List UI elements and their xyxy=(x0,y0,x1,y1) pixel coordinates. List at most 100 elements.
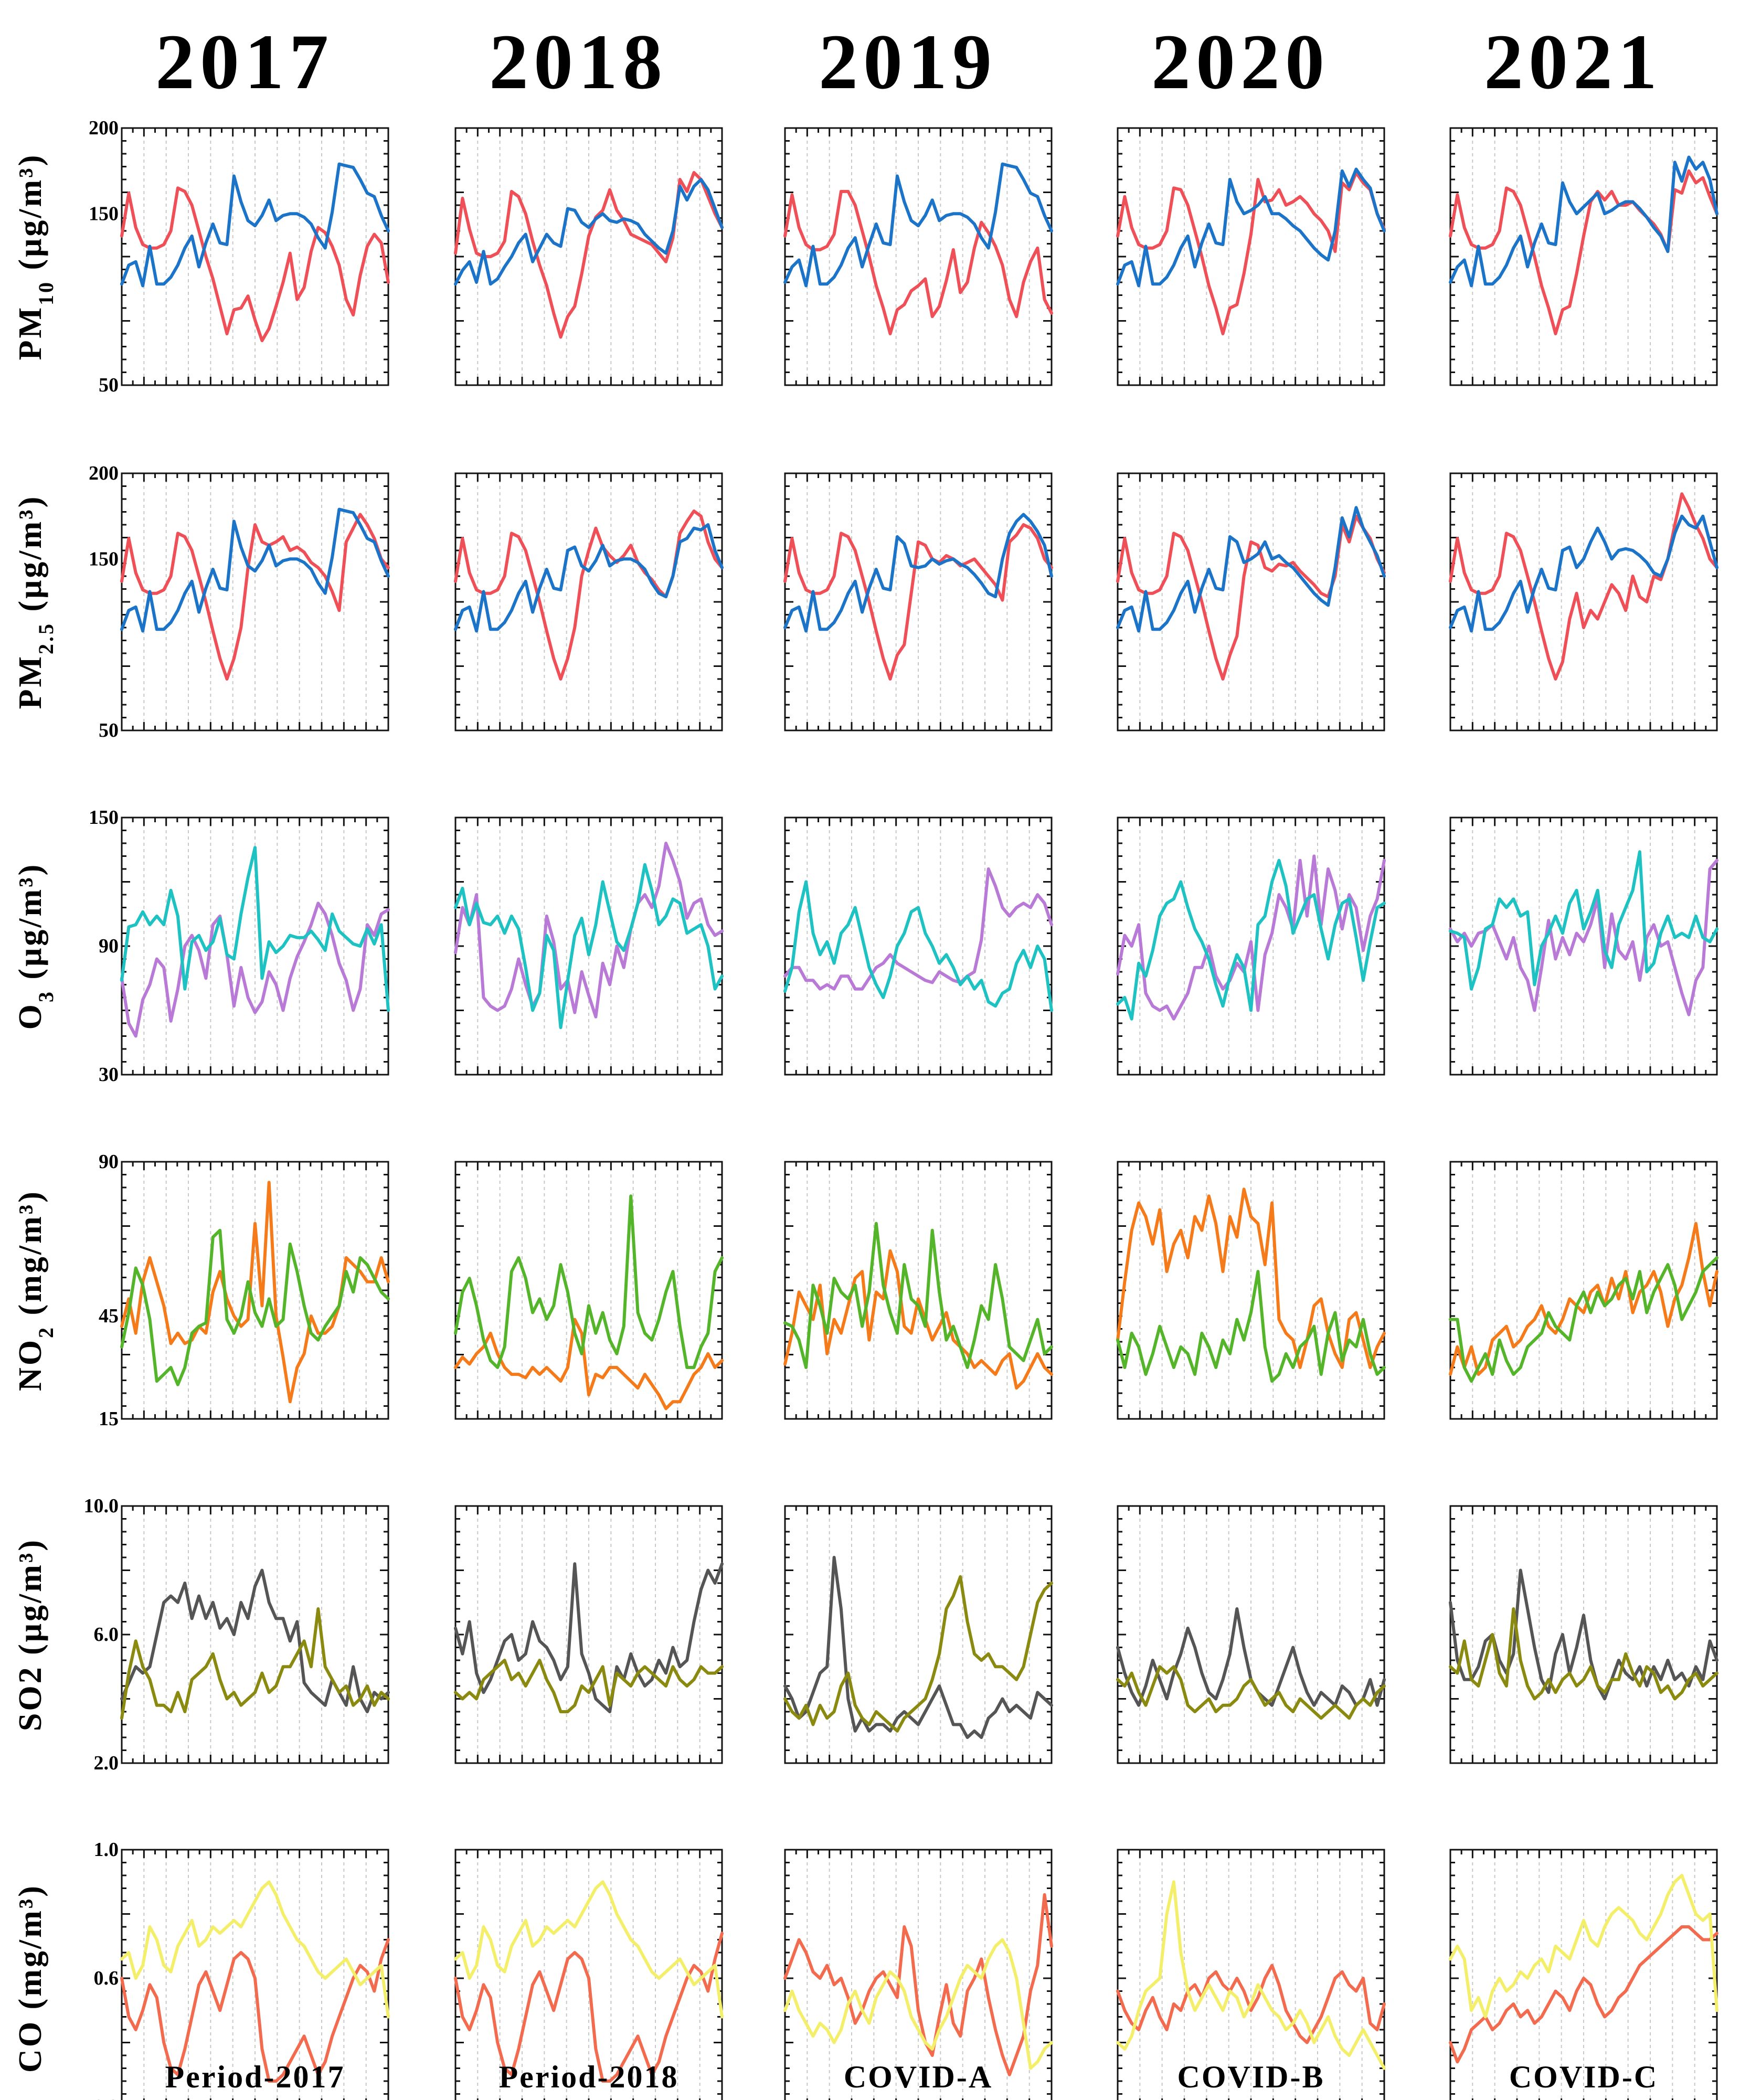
series-no2-2017-2 xyxy=(120,1228,390,1386)
series-so2-2017-2 xyxy=(120,1607,390,1720)
ytick-label: 45 xyxy=(99,1305,119,1327)
panel-no2-2021 xyxy=(1449,1161,1718,1420)
row-ylabel-o3: O3 (μg/m³) xyxy=(13,863,58,1030)
series-pm25-2019-2 xyxy=(783,513,1053,633)
ylabel-unit: (μg/m³) xyxy=(13,153,48,280)
series-co-2017-1 xyxy=(120,1938,390,2083)
panel-no2-2020 xyxy=(1116,1161,1386,1420)
series-so2-2021-2 xyxy=(1449,1607,1718,1701)
ylabel-unit: (mg/m³) xyxy=(13,1884,48,2020)
panel-co-2017: 1.0 0.6 0.2 xyxy=(94,1839,390,2100)
ytick-label: 200 xyxy=(89,117,119,139)
period-label-Period-2017: Period-2017 xyxy=(165,2060,345,2094)
panel-pm25-2018 xyxy=(454,472,724,731)
panel-no2-2019 xyxy=(783,1161,1053,1420)
series-no2-2021-2 xyxy=(1449,1256,1718,1383)
series-co-2021-1 xyxy=(1449,1925,1718,2064)
series-pm10-2018-2 xyxy=(454,178,724,286)
panel-o3-2020 xyxy=(1116,816,1386,1076)
ylabel-unit: (mg/m³) xyxy=(13,1190,48,1325)
period-label-Period-2018: Period-2018 xyxy=(499,2060,679,2094)
column-header-2021: 2021 xyxy=(1484,18,1662,105)
ylabel-unit: (μg/m³) xyxy=(13,863,48,990)
ylabel-main: CO xyxy=(13,2020,48,2073)
ylabel-sub: 2.5 xyxy=(34,622,58,654)
ytick-label: 50 xyxy=(99,719,119,741)
series-o3-2017-1 xyxy=(120,901,390,1038)
ytick-label: 2.0 xyxy=(94,1752,119,1774)
ylabel-unit: (μg/m³) xyxy=(13,495,48,622)
series-co-2021-2 xyxy=(1449,1874,1718,2019)
column-header-2020: 2020 xyxy=(1151,18,1330,105)
series-so2-2020-2 xyxy=(1116,1665,1386,1720)
panel-no2-2018 xyxy=(454,1161,724,1420)
series-so2-2019-1 xyxy=(783,1556,1053,1739)
panel-pm10-2018 xyxy=(454,127,724,386)
series-pm10-2020-2 xyxy=(1116,167,1386,288)
panel-o3-2019 xyxy=(783,816,1053,1076)
period-label-COVID-C: COVID-C xyxy=(1509,2060,1658,2094)
panel-no2-2017: 90 45 15 xyxy=(99,1151,390,1430)
panel-so2-2017: 10.0 6.0 2.0 xyxy=(84,1495,390,1774)
ylabel-main: PM xyxy=(13,305,48,360)
series-no2-2021-1 xyxy=(1449,1222,1718,1376)
ytick-label: 15 xyxy=(99,1408,119,1430)
ytick-label: 6.0 xyxy=(94,1624,119,1646)
series-pm25-2019-1 xyxy=(783,523,1053,681)
series-o3-2020-2 xyxy=(1116,858,1386,1021)
series-co-2017-2 xyxy=(120,1880,390,2019)
series-pm10-2017-1 xyxy=(120,186,390,343)
series-pm10-2020-1 xyxy=(1116,171,1386,335)
series-o3-2021-1 xyxy=(1449,858,1718,1016)
series-o3-2020-1 xyxy=(1116,854,1386,1021)
ytick-label: 150 xyxy=(89,548,119,570)
panel-so2-2021 xyxy=(1449,1505,1718,1764)
panel-pm10-2017: 200 150 50 xyxy=(89,117,390,396)
series-pm10-2019-1 xyxy=(783,189,1053,335)
series-co-2020-1 xyxy=(1116,1964,1386,2044)
series-so2-2018-1 xyxy=(454,1562,724,1713)
row-ylabel-so2: SO2 (μg/m³) xyxy=(13,1538,48,1731)
ylabel-main: PM xyxy=(13,654,48,709)
panel-pm25-2017: 200 150 50 xyxy=(89,462,390,741)
series-o3-2019-1 xyxy=(783,867,1053,991)
panel-pm10-2020 xyxy=(1116,127,1386,386)
series-no2-2017-1 xyxy=(120,1181,390,1404)
ytick-label: 0.6 xyxy=(94,1967,119,1989)
series-no2-2019-2 xyxy=(783,1222,1053,1369)
ylabel-main: NO xyxy=(13,1338,48,1391)
panel-o3-2018 xyxy=(454,816,724,1076)
ylabel-sub: 10 xyxy=(34,280,58,305)
ylabel-main: O xyxy=(13,1002,48,1030)
panel-o3-2017: 150 90 30 xyxy=(89,807,390,1086)
series-so2-2019-2 xyxy=(783,1575,1053,1733)
ytick-label: 90 xyxy=(99,1151,119,1173)
ytick-label: 10.0 xyxy=(84,1495,119,1517)
ylabel-main: SO2 xyxy=(13,1665,48,1731)
series-co-2019-1 xyxy=(783,1893,1053,2076)
series-co-2018-1 xyxy=(454,1932,724,2083)
panel-pm25-2020 xyxy=(1116,472,1386,731)
ylabel-unit: (μg/m³) xyxy=(13,1538,48,1665)
panel-o3-2021 xyxy=(1449,816,1718,1076)
series-co-2019-2 xyxy=(783,1938,1053,2070)
series-no2-2018-2 xyxy=(454,1194,724,1369)
panel-co-2018 xyxy=(454,1849,724,2100)
panel-pm10-2019 xyxy=(783,127,1053,386)
ytick-label: 90 xyxy=(99,935,119,957)
panel-so2-2019 xyxy=(783,1505,1053,1764)
ytick-label: 150 xyxy=(89,203,119,225)
series-pm10-2017-2 xyxy=(120,162,390,288)
panel-co-2019 xyxy=(783,1849,1053,2100)
series-o3-2021-2 xyxy=(1449,850,1718,991)
series-pm25-2021-2 xyxy=(1449,514,1718,633)
series-pm10-2021-2 xyxy=(1449,155,1718,288)
ytick-label: 1.0 xyxy=(94,1839,119,1861)
column-header-2018: 2018 xyxy=(489,18,667,105)
row-ylabel-pm25: PM2.5 (μg/m³) xyxy=(13,495,58,709)
series-pm25-2017-2 xyxy=(120,507,390,633)
panel-so2-2018 xyxy=(454,1505,724,1764)
ytick-label: 150 xyxy=(89,807,119,829)
series-o3-2019-2 xyxy=(783,880,1053,1012)
